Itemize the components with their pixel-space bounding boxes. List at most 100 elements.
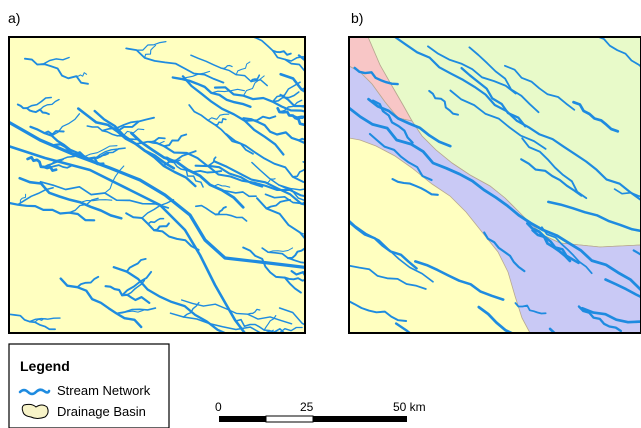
stream-segment	[16, 103, 50, 116]
stream-segment	[9, 201, 96, 222]
stream-segment	[125, 257, 147, 273]
stream-segment	[531, 229, 580, 265]
main-channel	[349, 106, 641, 292]
stream-network-a	[9, 37, 329, 333]
stream-segment	[18, 176, 123, 220]
stream-segment	[221, 189, 257, 198]
stream-segment	[163, 133, 188, 148]
stream-segment	[526, 222, 572, 263]
stream-segment	[278, 184, 305, 191]
stream-segment	[207, 113, 230, 121]
stream-segment	[51, 113, 81, 137]
stream-segment	[271, 81, 301, 103]
stream-segment	[604, 278, 641, 299]
stream-segment	[291, 114, 305, 119]
scale-tick-0: 0	[215, 400, 222, 414]
map-a-frame	[8, 36, 306, 334]
stream-segment	[135, 40, 167, 51]
stream-segment	[194, 204, 248, 222]
stream-segment	[76, 275, 100, 289]
stream-segment	[367, 97, 452, 148]
stream-segment	[250, 74, 261, 83]
stream-segment	[349, 220, 418, 270]
stream-segment	[265, 198, 292, 210]
stream-segment	[213, 160, 305, 206]
stream-segment	[163, 156, 181, 163]
stream-segment	[53, 143, 105, 166]
stream-segment	[26, 155, 58, 172]
drainage-basin-map	[348, 36, 641, 334]
map-b-frame	[348, 36, 641, 334]
panel-b-label: b)	[351, 10, 363, 26]
stream-segment	[349, 300, 408, 322]
stream-segment	[125, 212, 200, 251]
stream-segment	[283, 276, 305, 282]
stream-segment	[349, 264, 427, 290]
stream-segment	[297, 137, 305, 142]
stream-segment	[49, 164, 73, 169]
scale-segment-3	[313, 416, 407, 422]
scale-segment-1	[219, 416, 266, 422]
stream-segment	[43, 155, 75, 168]
stream-segment	[264, 178, 276, 184]
scale-segment-2	[265, 415, 314, 423]
stream-segment	[291, 167, 305, 178]
stream-segment	[115, 307, 157, 315]
stream-segment	[449, 89, 547, 150]
stream-segment	[220, 64, 233, 70]
stream-segment	[147, 217, 165, 225]
stream-segment	[180, 70, 211, 80]
stream-segment	[301, 202, 305, 205]
stream-segment	[577, 305, 623, 333]
stream-segment	[247, 308, 261, 315]
stream-segment	[121, 270, 153, 297]
stream-segment	[307, 271, 329, 279]
stream-segment	[130, 131, 245, 209]
stream-segment	[181, 75, 285, 156]
stream-segment	[368, 132, 433, 182]
stream-segment	[153, 222, 170, 232]
stream-segment	[39, 98, 60, 111]
stream-segment	[391, 178, 439, 196]
scale-bar: 0 25 50 km	[215, 400, 426, 423]
stream-segment	[225, 133, 305, 184]
stream-segment	[234, 318, 285, 333]
stream-segment	[214, 206, 227, 216]
stream-segment	[393, 37, 641, 202]
stream-segment	[125, 47, 225, 84]
stream-segment	[541, 226, 593, 275]
stream-segment	[300, 87, 305, 91]
stream-network-b	[349, 37, 641, 333]
stream-segment	[169, 312, 263, 333]
stream-segment	[80, 199, 113, 203]
stream-segment	[483, 231, 526, 273]
main-channel	[9, 120, 305, 270]
stream-segment	[278, 307, 305, 326]
stream-segment	[43, 130, 65, 136]
stream-segment	[468, 46, 540, 114]
stream-segment	[104, 165, 125, 194]
stream-segment	[242, 117, 305, 145]
stream-segment	[278, 99, 303, 113]
stream-segment	[112, 266, 228, 333]
stream-segment	[152, 140, 264, 188]
stream-segment	[59, 277, 143, 329]
stream-segment	[75, 72, 88, 77]
panel-a-label: a)	[8, 10, 20, 26]
stream-segment	[299, 104, 305, 107]
stream-segment	[242, 75, 265, 97]
stream-segment	[28, 317, 61, 323]
stream-segment	[521, 137, 588, 200]
stream-segment	[279, 72, 305, 94]
legend-title: Legend	[20, 358, 70, 374]
basin-polygon-icon	[21, 403, 49, 419]
stream-segment	[613, 188, 641, 198]
stream-segment	[207, 156, 217, 167]
stream-segment	[182, 301, 200, 318]
stream-segment	[520, 158, 583, 197]
stream-segment	[353, 66, 399, 86]
legend: Legend Stream Network Drainage Basin	[8, 343, 170, 428]
stream-segment	[290, 270, 305, 278]
stream-segment	[254, 37, 261, 39]
stream-segment	[414, 260, 505, 301]
